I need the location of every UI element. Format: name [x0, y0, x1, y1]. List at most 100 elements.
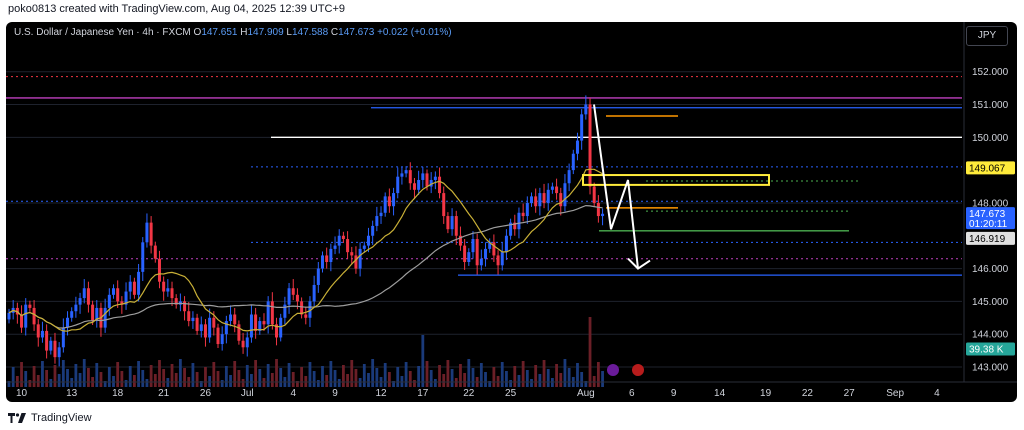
volume-bar-105	[446, 360, 450, 387]
candle-body-54	[233, 314, 237, 325]
attribution-header: poko0813 created with TradingView.com, A…	[8, 3, 346, 15]
volume-bar-138	[584, 381, 588, 387]
time-tick-21: 21	[158, 388, 170, 399]
volume-bar-104	[442, 374, 446, 387]
candle-body-37	[162, 281, 166, 292]
volume-bar-72	[308, 362, 312, 387]
candle-body-72	[308, 301, 312, 318]
time-tick-25: 25	[505, 388, 517, 399]
fast-moving-average-line	[8, 168, 603, 332]
candle-body-64	[275, 324, 279, 338]
candle-body-33	[145, 222, 149, 243]
volume-bar-60	[258, 369, 262, 387]
projection-path	[593, 104, 639, 269]
time-tick-Jul: Jul	[241, 388, 254, 399]
time-tick-9: 9	[332, 388, 338, 399]
projection-arrowhead	[627, 257, 651, 270]
volume-bar-62	[266, 364, 270, 387]
candle-body-39	[170, 288, 174, 299]
volume-bar-53	[229, 375, 232, 387]
time-tick-12: 12	[375, 388, 387, 399]
price-label-box-1	[966, 207, 1015, 230]
time-tick-14: 14	[714, 388, 726, 399]
candle-body-16	[74, 304, 78, 312]
volume-bar-85	[362, 364, 366, 387]
volume-bar-34	[149, 365, 153, 387]
candle-body-42	[183, 301, 187, 312]
volume-bar-1	[11, 367, 15, 387]
candle-body-83	[354, 255, 358, 269]
candle-body-97	[412, 183, 416, 190]
candle-body-0	[7, 312, 11, 320]
price-chart[interactable]: 152.000 151.000 150.000 148.000 146.000 145.0…	[6, 22, 1017, 402]
volume-bar-9	[45, 370, 49, 387]
volume-bar-110	[467, 359, 471, 387]
chart-panel[interactable]: 152.000 151.000 150.000 148.000 146.000 145.0…	[6, 22, 1017, 402]
price-tick-146.000: 146.000	[972, 264, 1009, 275]
open-label: O	[193, 27, 202, 38]
footer: TradingView	[8, 410, 92, 426]
candle-body-88	[375, 216, 379, 226]
candle-body-71	[304, 314, 308, 318]
volume-bar-80	[342, 365, 345, 387]
time-tick-27: 27	[844, 388, 856, 399]
volume-bar-142	[601, 371, 604, 387]
price-label-0: 149.067	[969, 163, 1006, 174]
volume-bar-27	[120, 371, 124, 387]
candle-body-96	[408, 170, 412, 184]
candle-body-66	[283, 304, 287, 318]
candle-body-84	[358, 248, 362, 269]
candle-body-95	[404, 170, 408, 174]
candle-body-94	[400, 173, 404, 177]
volume-bar-54	[233, 361, 237, 387]
volume-bar-132	[559, 373, 563, 387]
price-label-3: 39.38 K	[969, 344, 1004, 355]
volume-bar-12	[57, 374, 61, 387]
volume-bar-98	[417, 366, 421, 387]
candle-body-98	[417, 179, 421, 190]
volume-bar-19	[87, 368, 90, 387]
candle-body-127	[538, 193, 542, 207]
currency-button[interactable]: JPY	[966, 26, 1008, 46]
volume-bar-114	[484, 372, 487, 387]
volume-bar-22	[99, 372, 103, 387]
volume-bar-76	[325, 375, 329, 387]
volume-bar-55	[237, 370, 241, 387]
candle-body-63	[270, 301, 274, 325]
candle-body-137	[580, 114, 584, 141]
price-tick-151.000: 151.000	[972, 100, 1009, 111]
high-label: H	[240, 27, 248, 38]
volume-bar-6	[32, 366, 36, 387]
candle-body-12	[57, 347, 61, 358]
volume-bar-21	[95, 363, 99, 387]
candle-body-75	[321, 255, 324, 269]
candle-body-50	[216, 327, 220, 345]
volume-bar-44	[191, 363, 195, 387]
candle-body-111	[471, 239, 475, 253]
volume-bar-3	[20, 362, 23, 387]
candle-body-109	[463, 245, 467, 262]
candle-body-14	[66, 317, 70, 328]
candle-body-85	[362, 245, 366, 249]
volume-bar-115	[488, 381, 492, 387]
candle-body-122	[517, 212, 521, 230]
volume-bar-93	[396, 367, 400, 387]
candle-body-5	[28, 304, 32, 308]
candle-body-56	[241, 340, 245, 348]
candle-body-140	[592, 186, 596, 203]
volume-bar-109	[463, 373, 467, 387]
slow-moving-average-line	[8, 204, 603, 329]
candle-body-86	[366, 235, 370, 246]
volume-bar-8	[41, 361, 44, 387]
candle-body-102	[433, 176, 437, 180]
volume-bar-70	[300, 367, 303, 387]
candle-body-77	[329, 248, 333, 262]
candle-body-134	[567, 170, 571, 184]
candle-body-7	[36, 324, 40, 338]
volume-bar-128	[542, 360, 546, 387]
candle-body-104	[442, 193, 446, 217]
us-flag-event-icon	[632, 364, 644, 376]
volume-bar-16	[74, 364, 78, 387]
volume-bar-64	[275, 359, 278, 387]
time-tick-22: 22	[463, 388, 475, 399]
